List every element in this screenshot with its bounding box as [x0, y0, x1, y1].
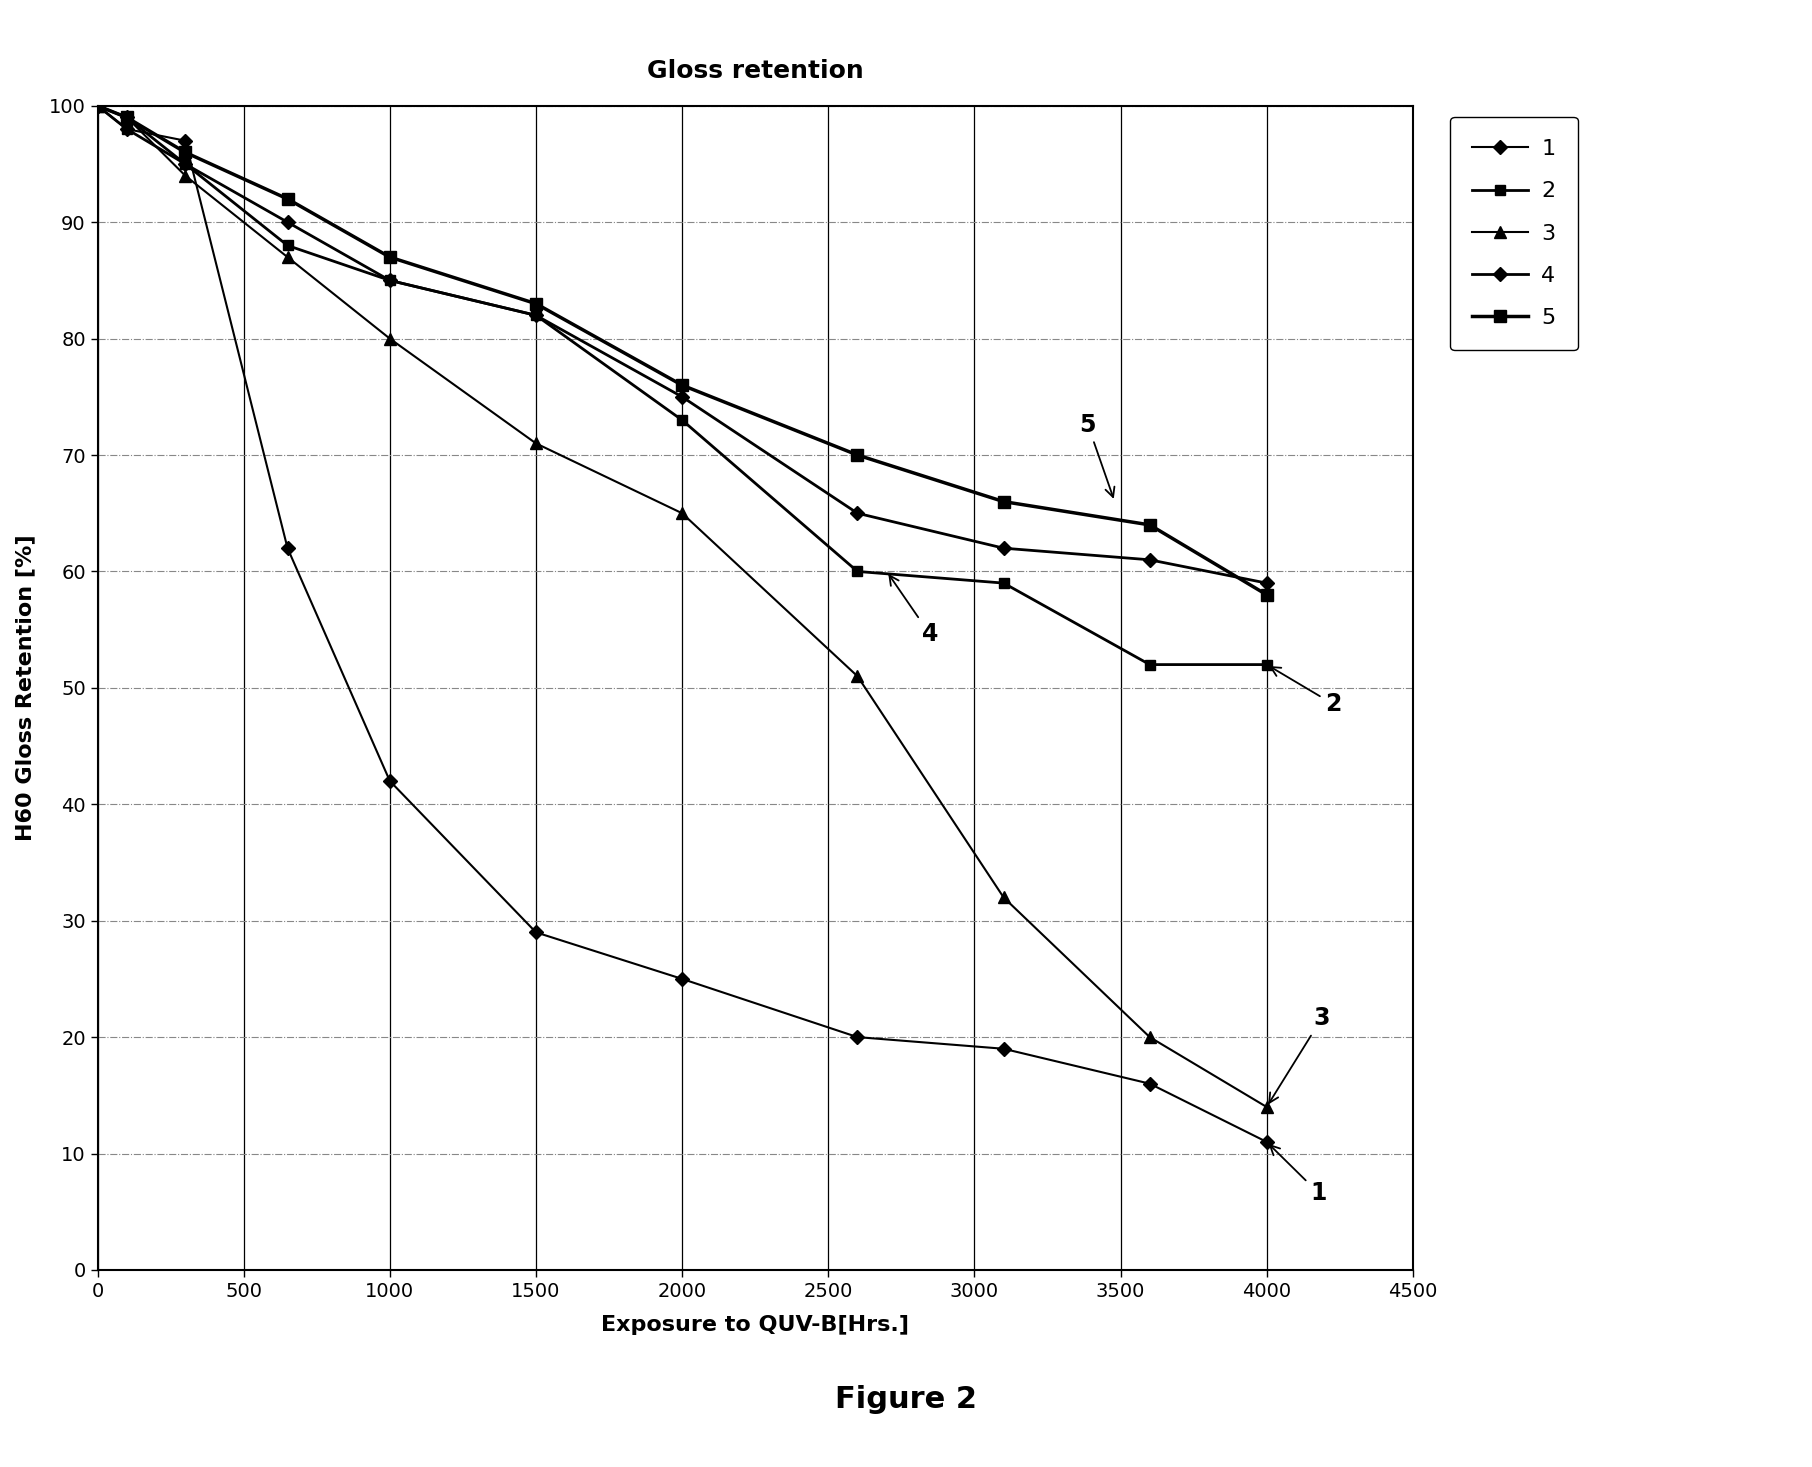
3: [1256, 1099, 1277, 1116]
3: [1140, 1028, 1161, 1046]
5: [379, 248, 400, 266]
4: [87, 97, 109, 114]
3: [116, 109, 138, 126]
5: [525, 295, 547, 312]
2: [116, 120, 138, 138]
Text: 2: 2: [1270, 667, 1341, 716]
3: [379, 330, 400, 348]
Line: 4: 4: [92, 101, 1272, 588]
2: [993, 574, 1015, 591]
2: [277, 236, 299, 254]
4: [379, 271, 400, 289]
1: [846, 1028, 868, 1046]
4: [993, 540, 1015, 557]
5: [174, 144, 196, 161]
2: [525, 307, 547, 324]
4: [1140, 552, 1161, 569]
1: [277, 540, 299, 557]
2: [87, 97, 109, 114]
3: [993, 889, 1015, 907]
Line: 2: 2: [92, 101, 1272, 669]
4: [277, 213, 299, 230]
Text: 3: 3: [1268, 1006, 1330, 1103]
4: [116, 109, 138, 126]
Line: 1: 1: [92, 101, 1272, 1147]
1: [1256, 1133, 1277, 1150]
4: [846, 505, 868, 522]
4: [670, 389, 692, 406]
3: [277, 248, 299, 266]
5: [1140, 516, 1161, 534]
Line: 5: 5: [92, 100, 1272, 600]
Y-axis label: H60 Gloss Retention [%]: H60 Gloss Retention [%]: [14, 534, 34, 841]
Text: 4: 4: [890, 575, 939, 647]
3: [525, 434, 547, 452]
1: [993, 1040, 1015, 1058]
5: [116, 109, 138, 126]
4: [525, 307, 547, 324]
5: [993, 493, 1015, 511]
2: [670, 411, 692, 428]
X-axis label: Exposure to QUV-B[Hrs.]: Exposure to QUV-B[Hrs.]: [602, 1314, 910, 1335]
1: [379, 772, 400, 789]
4: [1256, 574, 1277, 591]
1: [525, 924, 547, 942]
2: [379, 271, 400, 289]
Line: 3: 3: [92, 100, 1272, 1112]
5: [1256, 585, 1277, 603]
1: [87, 97, 109, 114]
Title: Gloss retention: Gloss retention: [647, 59, 864, 84]
1: [1140, 1075, 1161, 1093]
3: [87, 97, 109, 114]
5: [846, 446, 868, 464]
3: [846, 667, 868, 685]
Text: 1: 1: [1270, 1146, 1326, 1204]
Text: Figure 2: Figure 2: [835, 1385, 977, 1414]
5: [277, 191, 299, 208]
2: [1256, 656, 1277, 673]
Text: 5: 5: [1080, 412, 1114, 497]
3: [174, 167, 196, 185]
2: [174, 156, 196, 173]
2: [846, 563, 868, 581]
Legend: 1, 2, 3, 4, 5: 1, 2, 3, 4, 5: [1450, 117, 1578, 351]
1: [174, 132, 196, 150]
3: [670, 505, 692, 522]
1: [116, 120, 138, 138]
5: [670, 377, 692, 395]
1: [670, 970, 692, 987]
5: [87, 97, 109, 114]
4: [174, 156, 196, 173]
2: [1140, 656, 1161, 673]
